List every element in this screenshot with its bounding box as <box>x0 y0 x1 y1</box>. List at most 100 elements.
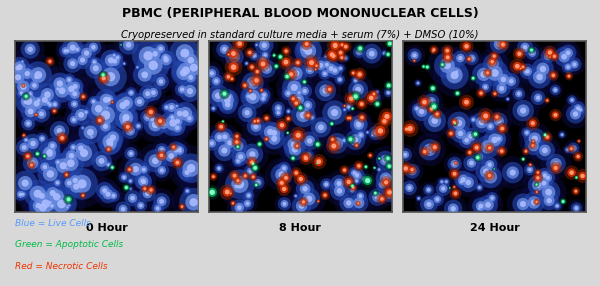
Point <box>454 121 464 125</box>
Point <box>367 51 377 56</box>
Point <box>156 79 166 84</box>
Point <box>430 145 440 150</box>
Point <box>69 118 79 122</box>
Point <box>233 144 243 148</box>
Point <box>484 162 494 166</box>
Point <box>488 61 498 66</box>
Point <box>158 155 168 159</box>
Point <box>247 65 257 69</box>
Point <box>244 94 253 99</box>
Point <box>297 204 307 208</box>
Point <box>277 181 287 185</box>
Point <box>94 106 103 111</box>
Point <box>371 131 380 135</box>
Point <box>313 199 323 204</box>
Point <box>122 185 131 190</box>
Point <box>487 196 497 200</box>
Point <box>140 73 149 77</box>
Point <box>214 166 224 171</box>
Point <box>572 206 581 210</box>
Point <box>551 166 560 170</box>
Point <box>40 98 50 102</box>
Point <box>359 176 368 181</box>
Text: 8 Hour: 8 Hour <box>280 223 321 233</box>
Point <box>110 59 119 63</box>
Point <box>19 85 28 89</box>
Point <box>305 139 314 143</box>
Point <box>340 104 349 108</box>
Point <box>67 87 76 91</box>
Point <box>528 143 538 148</box>
Point <box>336 66 346 71</box>
Point <box>68 45 77 50</box>
Point <box>551 161 561 166</box>
Point <box>354 201 364 205</box>
Point <box>424 202 434 206</box>
Point <box>104 162 113 167</box>
Point <box>250 166 260 170</box>
Point <box>574 139 584 143</box>
Point <box>23 121 33 126</box>
Point <box>527 48 536 52</box>
Point <box>180 51 190 55</box>
Point <box>290 147 300 152</box>
Point <box>356 194 365 198</box>
Point <box>123 124 133 129</box>
Point <box>173 160 182 165</box>
Point <box>365 153 375 158</box>
Point <box>253 118 263 123</box>
Point <box>76 146 86 150</box>
Point <box>247 65 257 69</box>
Point <box>120 119 130 124</box>
Point <box>373 90 382 94</box>
Point <box>437 179 446 184</box>
Point <box>62 172 71 177</box>
Point <box>521 149 531 154</box>
Point <box>55 201 65 205</box>
Point <box>175 111 184 116</box>
Point <box>304 153 313 158</box>
Point <box>551 113 560 117</box>
Point <box>26 109 35 114</box>
Point <box>542 135 552 139</box>
Point <box>442 179 451 184</box>
Point <box>50 102 60 107</box>
Point <box>400 152 410 157</box>
Point <box>182 189 192 193</box>
Point <box>313 161 322 166</box>
Point <box>545 55 555 59</box>
Point <box>382 114 392 119</box>
Point <box>383 52 393 57</box>
Point <box>167 105 176 110</box>
Point <box>302 42 311 46</box>
Point <box>355 50 364 54</box>
Point <box>23 99 33 104</box>
Point <box>385 41 395 46</box>
Point <box>518 108 528 113</box>
Point <box>518 202 528 206</box>
Point <box>262 116 271 120</box>
Point <box>325 87 334 92</box>
Point <box>69 118 79 122</box>
Point <box>153 206 163 211</box>
Point <box>70 102 79 106</box>
Point <box>533 96 543 100</box>
Point <box>385 164 394 168</box>
Point <box>427 99 436 104</box>
Point <box>119 61 129 66</box>
Point <box>571 112 580 116</box>
Point <box>430 145 440 150</box>
Point <box>525 167 535 172</box>
Point <box>455 56 465 60</box>
Point <box>86 130 95 135</box>
Point <box>76 113 86 117</box>
Point <box>292 144 302 148</box>
Point <box>574 139 584 143</box>
Point <box>483 71 493 75</box>
Point <box>156 46 166 51</box>
Point <box>483 144 493 149</box>
Point <box>367 51 377 56</box>
Point <box>87 134 97 139</box>
Point <box>330 68 340 73</box>
Point <box>91 66 101 71</box>
